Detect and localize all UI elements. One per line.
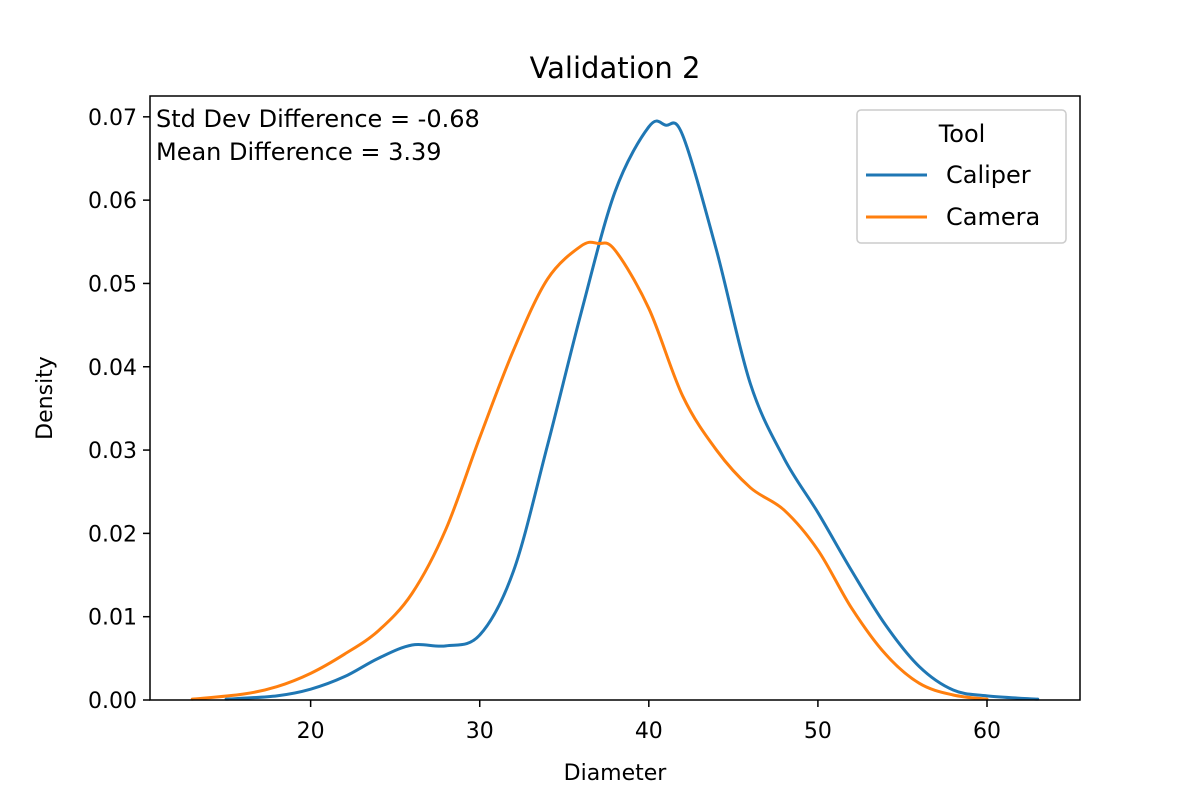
y-tick-label: 0.05 [88,272,137,297]
y-tick-label: 0.02 [88,522,137,547]
mean-difference-annotation: Mean Difference = 3.39 [156,138,442,166]
x-axis-ticks: 20 30 40 50 60 [297,700,1001,744]
series-line-caliper [224,119,1040,701]
y-tick-label: 0.01 [88,606,137,631]
series-layer [190,119,1040,701]
legend: Tool Caliper Camera [856,109,1067,244]
series-line-camera [190,240,989,701]
x-tick-label: 20 [297,719,325,744]
y-tick-label: 0.07 [88,106,137,131]
y-axis-label: Density [33,356,58,440]
std-dev-difference-annotation: Std Dev Difference = -0.68 [156,105,480,133]
legend-label-camera: Camera [946,203,1040,231]
x-tick-label: 30 [466,719,494,744]
y-axis-ticks: 0.00 0.01 0.02 0.03 0.04 0.05 0.06 0.07 [88,106,150,714]
x-tick-label: 40 [635,719,663,744]
x-tick-label: 50 [804,719,832,744]
y-tick-label: 0.06 [88,189,137,214]
chart-title: Validation 2 [530,51,701,85]
legend-label-caliper: Caliper [946,161,1031,189]
plot-frame [149,95,1081,701]
y-tick-label: 0.00 [88,689,137,714]
x-axis-label: Diameter [564,761,668,786]
legend-box [856,109,1067,244]
y-tick-label: 0.04 [88,356,137,381]
y-tick-label: 0.03 [88,439,137,464]
x-tick-label: 60 [973,719,1001,744]
legend-title: Tool [938,120,986,148]
